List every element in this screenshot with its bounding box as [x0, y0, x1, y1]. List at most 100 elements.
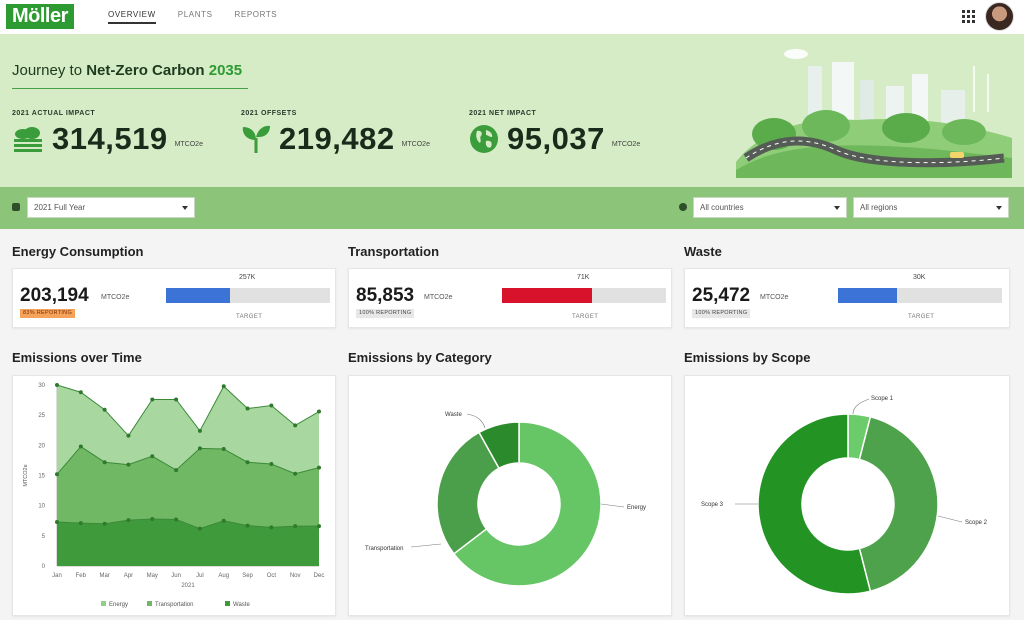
tab-plants[interactable]: PLANTS	[177, 10, 213, 19]
point-transportation	[317, 465, 321, 470]
legend-label: Waste	[233, 602, 250, 608]
leader-line	[852, 398, 870, 415]
point-waste	[293, 524, 298, 529]
x-tick-label: Mar	[99, 573, 109, 579]
emissions-area-chart: 0 5 10 15 20 25 30 MTCO2e Jan Feb Mar Apr May Jun Jul A…	[23, 383, 324, 608]
leader-line	[600, 503, 625, 508]
energy-metric-card[interactable]: 203,194 MTCO2e 83% REPORTING 257K TARGET	[12, 268, 336, 328]
metric-value: 25,472	[692, 285, 751, 306]
y-tick-label: 10	[38, 504, 45, 510]
regions-select[interactable]: All regions	[853, 197, 1009, 218]
x-tick-label: Feb	[76, 573, 87, 579]
x-tick-label: Aug	[218, 573, 229, 579]
user-avatar[interactable]	[985, 2, 1014, 31]
slice-waste	[478, 421, 520, 470]
leader-line	[466, 413, 486, 429]
x-tick-label: May	[147, 573, 158, 579]
y-tick-label: 15	[38, 474, 45, 480]
globe-icon	[470, 125, 498, 153]
target-value: 257K	[239, 274, 256, 281]
waste-metric-card[interactable]: 25,472 MTCO2e 100% REPORTING 30K TARGET	[684, 268, 1010, 328]
point-energy	[102, 407, 107, 412]
leader-line	[937, 515, 963, 523]
point-waste	[245, 523, 250, 528]
tab-reports[interactable]: REPORTS	[234, 10, 278, 19]
x-tick-label: Jul	[196, 573, 204, 579]
point-energy	[317, 409, 321, 414]
metric-unit: MTCO2e	[424, 294, 453, 301]
point-energy	[293, 423, 298, 428]
globe-filter-icon	[679, 203, 687, 211]
emissions-scope-card: Scope 1 Scope 2 Scope 3	[684, 375, 1010, 616]
point-transportation	[150, 454, 155, 459]
metric-unit: MTCO2e	[760, 294, 789, 301]
point-energy	[174, 397, 179, 402]
point-waste	[269, 525, 274, 530]
slice-label: Transportation	[365, 546, 403, 552]
point-energy	[150, 397, 155, 402]
sprout-icon	[242, 125, 270, 153]
emissions-category-card: Energy Transportation Waste	[348, 375, 672, 616]
slice-label: Scope 2	[965, 520, 988, 526]
progress-fill	[838, 288, 898, 303]
kpi-actual-impact: 2021 ACTUAL IMPACT 314,519 MTCO2e	[12, 110, 203, 157]
line-waste	[56, 518, 319, 530]
point-transportation	[293, 471, 298, 476]
countries-select[interactable]: All countries	[693, 197, 847, 218]
point-waste	[55, 519, 59, 524]
countries-select-value: All countries	[700, 203, 744, 212]
slice-transportation	[436, 431, 501, 555]
kpi-label: 2021 NET IMPACT	[469, 110, 537, 117]
slice-label: Energy	[627, 505, 646, 511]
brand-logo[interactable]: Möller	[6, 4, 74, 29]
area-waste	[57, 518, 319, 566]
emissions-time-card: 0 5 10 15 20 25 30 MTCO2e Jan Feb Mar Apr May Jun Jul A…	[12, 375, 336, 616]
point-transportation	[55, 472, 59, 477]
reporting-badge: 83% REPORTING	[20, 309, 76, 318]
city-illustration	[736, 49, 1012, 178]
kpi-offsets: 2021 OFFSETS 219,482 MTCO2e	[241, 110, 430, 157]
point-waste	[317, 524, 321, 529]
chevron-down-icon	[996, 206, 1002, 210]
energy-title: Energy Consumption	[12, 244, 144, 259]
kpi-value: 314,519	[52, 121, 168, 156]
point-transportation	[245, 460, 250, 465]
period-select[interactable]: 2021 Full Year	[27, 197, 195, 218]
transportation-metric-card[interactable]: 85,853 MTCO2e 100% REPORTING 71K TARGET	[348, 268, 672, 328]
slice-label: Waste	[445, 412, 462, 418]
progress-bar	[166, 288, 330, 303]
emissions-category-title: Emissions by Category	[348, 350, 492, 365]
point-energy	[269, 403, 274, 408]
point-transportation	[174, 468, 179, 473]
slice-scope-2	[858, 415, 939, 593]
y-tick-label: 25	[38, 413, 45, 419]
tab-overview[interactable]: OVERVIEW	[108, 10, 156, 24]
metric-value: 203,194	[20, 285, 89, 306]
point-waste	[102, 521, 107, 526]
main-nav: OVERVIEW PLANTS REPORTS	[108, 0, 277, 34]
x-tick-label: Oct	[267, 573, 277, 579]
point-waste	[78, 521, 83, 526]
progress-bar	[838, 288, 1002, 303]
point-transportation	[221, 446, 226, 451]
x-tick-label: Jun	[171, 573, 181, 579]
progress-fill	[502, 288, 593, 303]
slice-label: Scope 3	[701, 502, 724, 508]
y-tick-label: 30	[38, 383, 45, 389]
page-title: Journey to Net-Zero Carbon 2035	[12, 62, 243, 79]
kpi-value: 95,037	[507, 121, 605, 156]
legend-swatch	[101, 601, 106, 606]
x-axis-label: 2021	[181, 583, 195, 589]
x-tick-label: Nov	[290, 573, 301, 579]
point-energy	[55, 383, 59, 387]
point-waste	[174, 517, 179, 522]
point-waste	[197, 526, 202, 531]
x-tick-label: Jan	[52, 573, 62, 579]
app-grid-icon[interactable]	[962, 10, 975, 23]
reporting-badge: 100% REPORTING	[356, 309, 415, 318]
point-waste	[221, 518, 226, 523]
point-transportation	[197, 446, 202, 451]
y-tick-label: 0	[42, 564, 46, 570]
point-transportation	[126, 462, 131, 467]
slice-energy	[452, 421, 602, 587]
